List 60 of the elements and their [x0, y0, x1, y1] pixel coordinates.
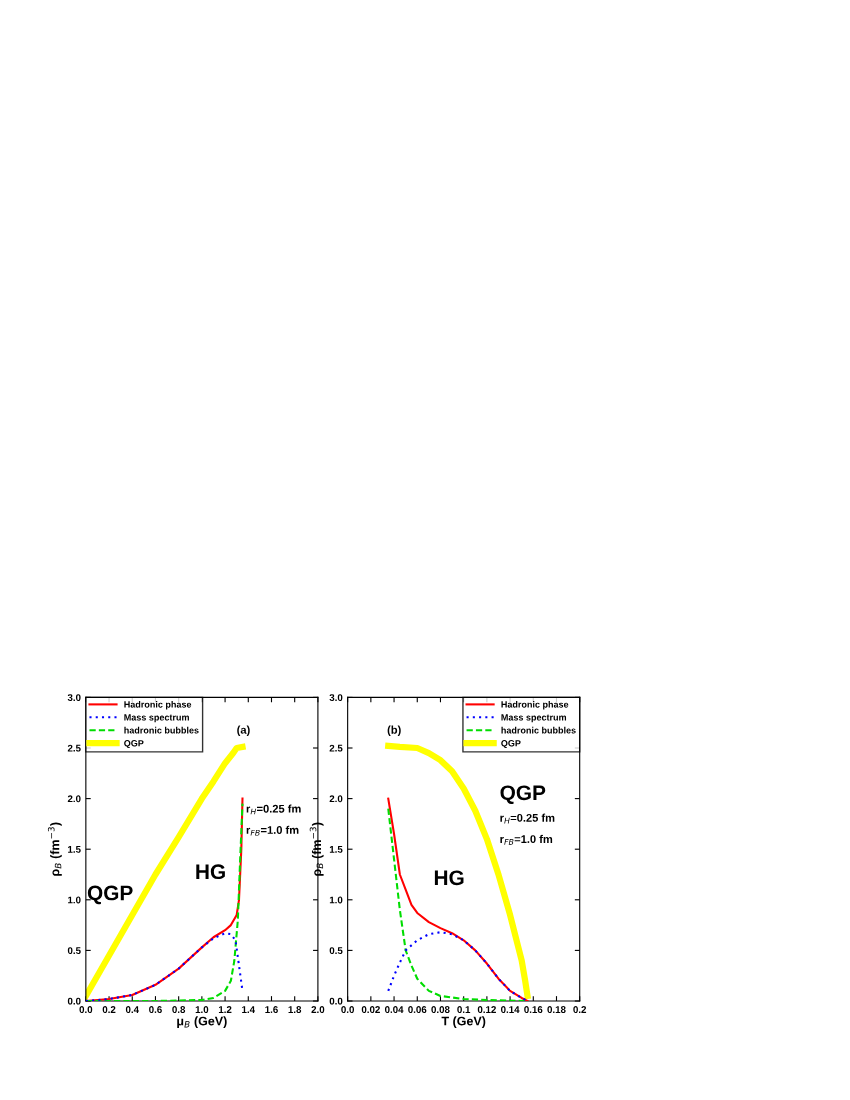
x-tick-label: 0.0	[79, 1006, 93, 1013]
x-tick-label: 0.16	[524, 1006, 543, 1013]
y-axis-title: ρ$_{B}$ (fm$^{−3}$)	[47, 822, 62, 876]
y-tick-label: 0.0	[67, 997, 81, 1005]
x-tick-label: 0.6	[149, 1006, 162, 1013]
annotation: QGP	[87, 885, 133, 905]
y-tick-label: 3.0	[67, 694, 81, 702]
legend-label: Mass spectrum	[501, 714, 567, 723]
x-tick-label: 0.2	[102, 1006, 116, 1013]
annotation: r$_{H}$=0.25 fm	[246, 804, 301, 815]
x-tick-label: 1.6	[265, 1006, 278, 1013]
x-axis-title: μ$_{B}$ (GeV)	[177, 1016, 227, 1028]
y-tick-label: 0.5	[67, 947, 81, 955]
x-axis-title: T (GeV)	[441, 1016, 486, 1028]
annotation: (b)	[387, 725, 401, 736]
x-tick-label: 0.4	[125, 1006, 139, 1013]
annotation: HG	[434, 870, 464, 886]
legend-label: Hadronic phase	[501, 701, 569, 710]
x-tick-label: 0.8	[172, 1006, 186, 1013]
y-tick-label: 2.0	[329, 795, 343, 803]
x-tick-label: 0.12	[477, 1006, 496, 1013]
x-tick-label: 0.06	[408, 1006, 427, 1013]
x-tick-label: 0.04	[384, 1006, 404, 1013]
annotation: r$_{FB}$=1.0 fm	[500, 834, 553, 845]
legend-label: Mass spectrum	[124, 714, 189, 723]
x-tick-label: 0.02	[361, 1006, 380, 1013]
annotation: (a)	[237, 725, 250, 736]
x-tick-label: 1.0	[195, 1006, 209, 1013]
x-tick-label: 0.18	[547, 1006, 566, 1013]
x-tick-label: 0.1	[457, 1006, 471, 1013]
legend-label: QGP	[124, 740, 144, 749]
y-tick-label: 1.5	[329, 846, 343, 853]
legend-label: QGP	[501, 740, 521, 749]
y-tick-label: 3.0	[329, 694, 343, 702]
y-axis-title: ρ$_{B}$ (fm$^{−3}$)	[309, 822, 324, 876]
y-tick-label: 0.5	[329, 947, 343, 955]
annotation: HG	[196, 864, 225, 880]
y-tick-label: 1.5	[68, 846, 81, 853]
legend-label: Hadronic phase	[124, 701, 192, 710]
x-tick-label: 1.2	[218, 1006, 232, 1013]
y-tick-label: 2.0	[67, 795, 81, 803]
x-tick-label: 0.14	[501, 1006, 520, 1013]
x-tick-label: 1.4	[242, 1006, 255, 1013]
y-tick-label: 1.0	[329, 896, 343, 904]
line-series	[387, 931, 529, 1001]
y-tick-label: 0.0	[329, 997, 343, 1005]
legend-label: hadronic bubbles	[501, 726, 576, 734]
y-tick-label: 1.0	[68, 896, 81, 904]
annotation: r$_{FB}$=1.0 fm	[246, 825, 299, 836]
annotation: r$_{H}$=0.25 fm	[500, 813, 555, 824]
x-tick-label: 0.0	[341, 1006, 355, 1013]
legend-label: hadronic bubbles	[124, 726, 199, 734]
line-series	[85, 932, 244, 1001]
x-tick-label: 1.8	[288, 1006, 302, 1013]
x-tick-label: 2.0	[311, 1006, 325, 1013]
y-tick-label: 2.5	[67, 744, 81, 752]
x-tick-label: 0.2	[573, 1006, 587, 1013]
annotation: QGP	[500, 785, 546, 805]
x-tick-label: 0.08	[431, 1006, 450, 1013]
y-tick-label: 2.5	[329, 744, 343, 752]
